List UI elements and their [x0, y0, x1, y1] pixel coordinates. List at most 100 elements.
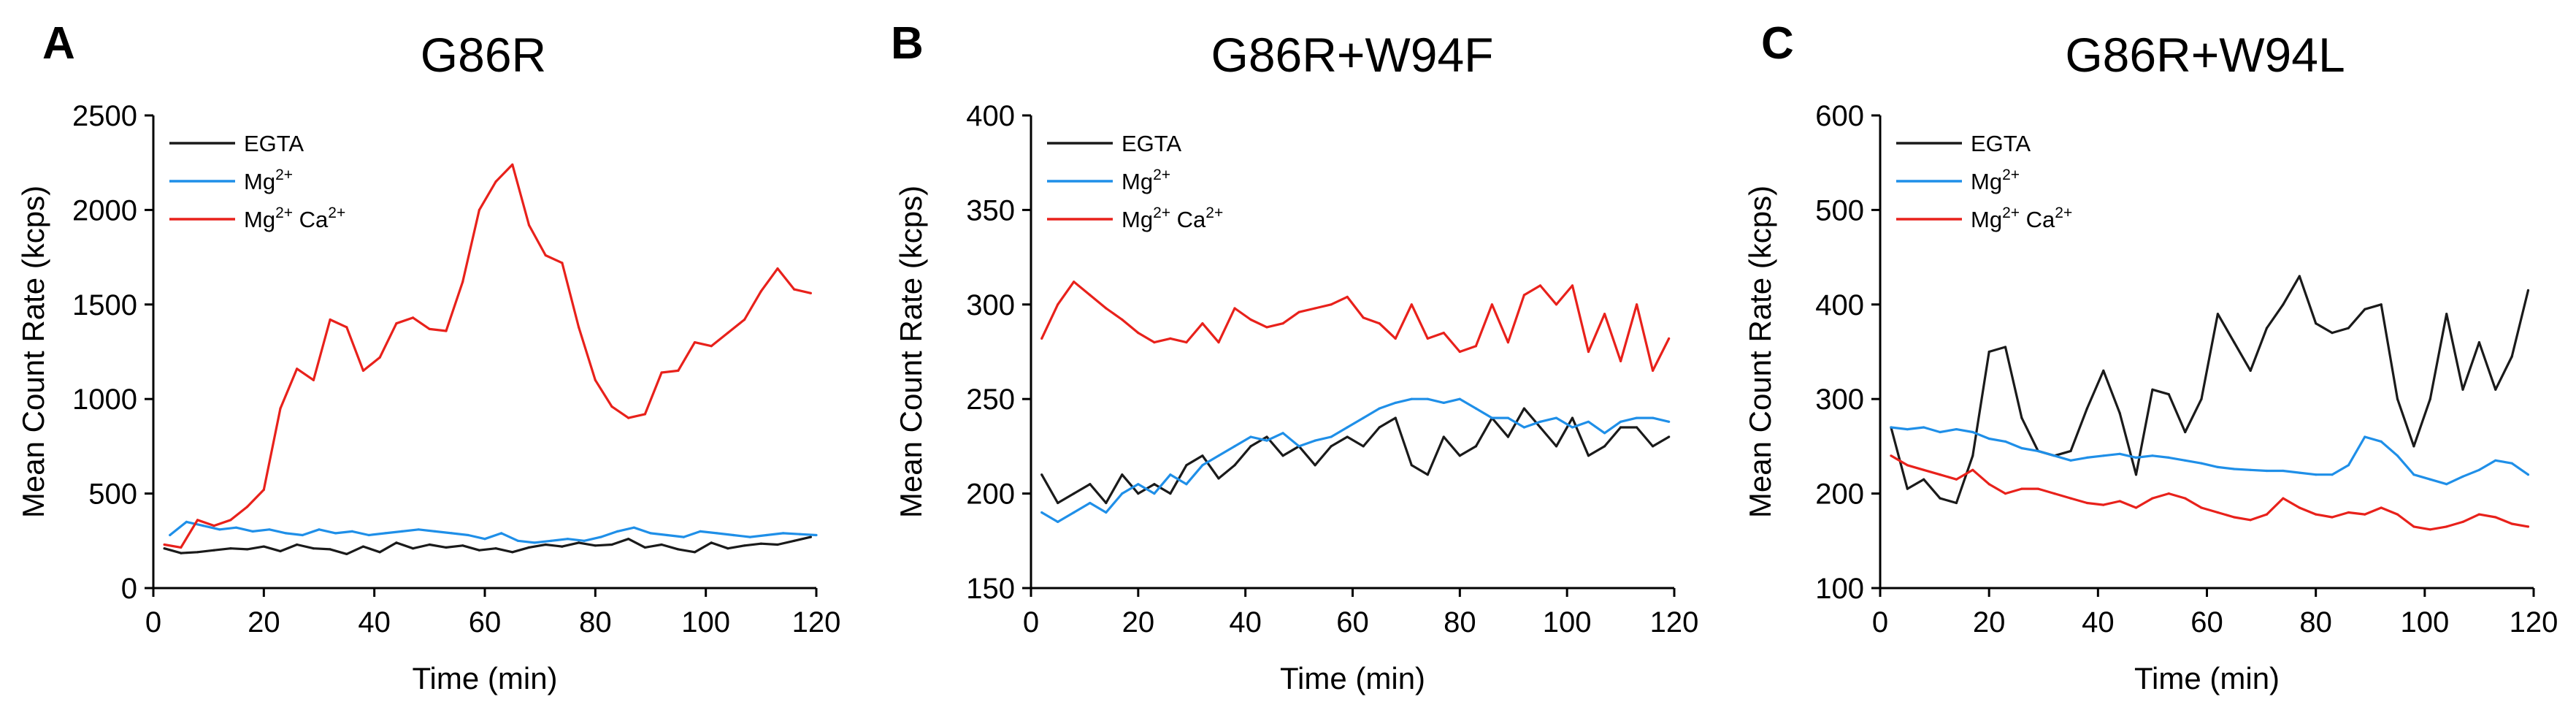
data-point: [693, 341, 697, 344]
data-point: [461, 281, 464, 283]
y-tick-label: 500: [1815, 194, 1864, 226]
data-point: [2118, 412, 2121, 415]
legend-label: EGTA: [244, 131, 304, 156]
data-point: [1636, 416, 1638, 419]
data-point: [1426, 397, 1429, 400]
data-point: [2429, 478, 2431, 481]
data-point: [1890, 426, 1893, 429]
data-point: [361, 369, 365, 372]
x-axis-label: Time (min): [2134, 661, 2280, 695]
data-point: [395, 322, 398, 325]
x-tick-label: 0: [1872, 606, 1888, 638]
x-tick-label: 100: [681, 606, 730, 638]
data-point: [262, 488, 265, 492]
data-point: [2233, 468, 2236, 470]
data-point: [1265, 435, 1268, 438]
data-point: [2134, 456, 2138, 460]
data-point: [677, 548, 680, 551]
data-point: [776, 267, 779, 270]
y-tick-label: 100: [1815, 573, 1864, 605]
data-point: [2380, 303, 2383, 306]
data-point: [1538, 284, 1542, 287]
data-point: [2036, 487, 2039, 490]
data-point: [494, 180, 497, 183]
data-point: [632, 526, 635, 529]
data-point: [428, 543, 431, 546]
y-tick-label: 600: [1815, 100, 1864, 132]
data-point: [1426, 337, 1429, 340]
series-line: [1890, 275, 2530, 505]
data-point: [2510, 462, 2513, 465]
y-tick-label: 500: [88, 478, 137, 511]
data-point: [1201, 464, 1204, 467]
data-point: [710, 541, 713, 544]
data-point: [1474, 407, 1477, 410]
data-point: [2315, 473, 2318, 476]
series-line: [164, 535, 811, 556]
data-point: [412, 547, 415, 550]
data-point: [1394, 416, 1397, 419]
series-line: [169, 520, 817, 544]
data-point: [759, 290, 762, 293]
data-point: [809, 291, 812, 294]
data-point: [478, 208, 481, 211]
y-tick-label: 400: [966, 100, 1015, 132]
x-tick-label: 40: [1229, 606, 1262, 638]
data-point: [246, 548, 249, 551]
data-point: [2184, 497, 2187, 500]
data-point: [1410, 397, 1413, 400]
data-point: [682, 535, 686, 538]
data-point: [1538, 420, 1542, 423]
y-axis-label: Mean Count Rate (kcps): [1743, 186, 1777, 518]
data-point: [2380, 440, 2383, 443]
data-point: [163, 543, 166, 546]
data-point: [2151, 497, 2154, 500]
data-point: [1105, 307, 1108, 310]
y-tick-label: 250: [966, 384, 1015, 416]
data-point: [716, 532, 718, 535]
data-point: [2331, 332, 2334, 335]
data-point: [234, 526, 238, 529]
data-point: [1619, 420, 1622, 423]
data-point: [1939, 430, 1941, 434]
legend-label: Mg2+: [1122, 167, 1170, 194]
legend-label-base: Mg: [1122, 169, 1153, 194]
legend-label-base: Mg: [244, 169, 275, 194]
data-point: [312, 547, 315, 550]
data-point: [798, 533, 801, 535]
x-tick-label: 120: [2510, 606, 2558, 638]
data-point: [163, 547, 166, 550]
data-point: [1906, 487, 1909, 490]
legend-label-sup: 2+: [2002, 167, 2020, 183]
data-point: [765, 533, 768, 537]
data-point: [2102, 369, 2105, 372]
data-point: [2151, 454, 2154, 457]
data-point: [1971, 468, 1974, 471]
data-point: [2396, 454, 2399, 457]
data-point: [451, 532, 453, 535]
data-point: [1939, 497, 1941, 500]
data-point: [2118, 500, 2121, 503]
data-point: [2249, 468, 2252, 471]
data-point: [1201, 454, 1204, 457]
y-tick-label: 1500: [72, 289, 137, 321]
data-point: [2216, 313, 2219, 316]
data-point: [1636, 303, 1638, 306]
data-point: [229, 519, 232, 522]
data-point: [2069, 497, 2072, 500]
data-point: [1603, 445, 1606, 448]
data-point: [2200, 462, 2203, 465]
data-point: [1137, 492, 1140, 495]
y-tick-label: 200: [966, 478, 1015, 511]
data-point: [1281, 432, 1284, 435]
data-point: [776, 543, 779, 546]
series-line: [1890, 426, 2529, 486]
data-point: [2445, 525, 2448, 528]
data-point: [1410, 303, 1413, 306]
legend-label-sup: 2+: [275, 167, 293, 183]
data-point: [2396, 513, 2399, 516]
data-point: [1890, 454, 1893, 457]
data-point: [1073, 281, 1076, 283]
data-point: [2020, 487, 2023, 490]
x-tick-label: 120: [792, 606, 841, 638]
